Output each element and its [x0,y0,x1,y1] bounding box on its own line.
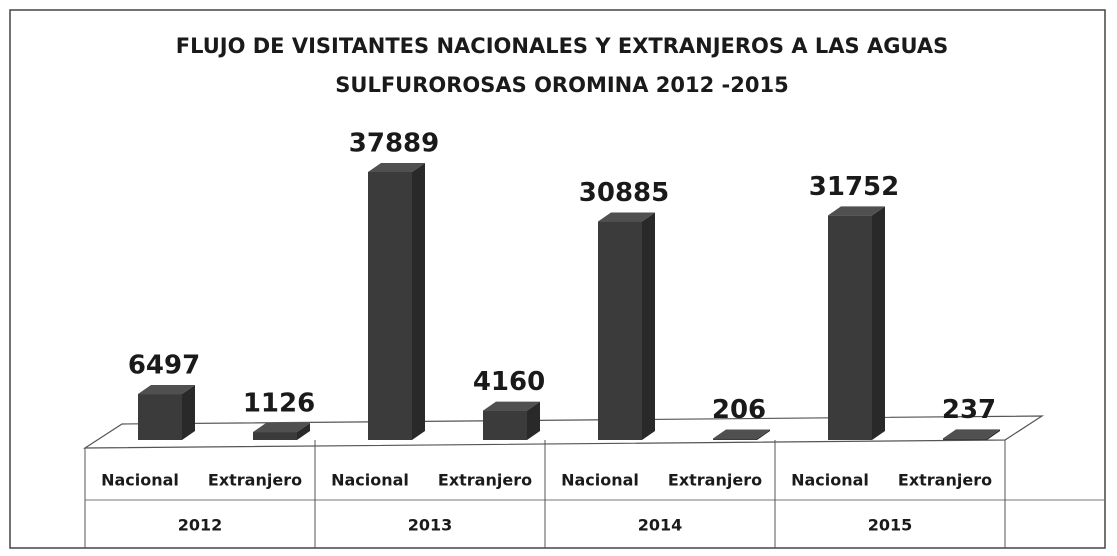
x-tick-label: Nacional [561,471,639,490]
group-label: 2012 [178,516,223,535]
value-label: 4160 [473,367,545,397]
bar [943,429,1000,440]
bar-front [483,410,527,440]
bar-top [368,163,425,172]
value-label: 6497 [128,351,200,381]
bar-front [713,438,757,440]
bar-front [598,221,642,440]
x-tick-label: Nacional [101,471,179,490]
bar-top [483,401,540,411]
bar [598,212,655,440]
bar-top [253,423,310,433]
bar-side [182,385,195,440]
value-label: 1126 [243,389,315,419]
bar-front [253,432,297,440]
x-tick-label: Nacional [791,471,869,490]
value-label: 206 [712,395,766,425]
bar-side [412,163,425,440]
group-label: 2015 [868,516,913,535]
bar-top [713,429,770,439]
floor [82,415,1045,449]
chart-title: SULFUROROSAS OROMINA 2012 -2015 [335,73,788,97]
group-label: 2013 [408,516,453,535]
value-label: 37889 [349,129,439,159]
bar-side [872,206,885,440]
x-tick-label: Extranjero [668,471,762,490]
bar-side [757,429,770,440]
bar-side [297,423,310,440]
bar-front [943,438,987,440]
x-tick-label: Extranjero [438,471,532,490]
x-tick-label: Extranjero [898,471,992,490]
value-label: 30885 [579,178,669,208]
chart-title: FLUJO DE VISITANTES NACIONALES Y EXTRANJ… [176,34,949,58]
bar-side [987,429,1000,440]
bar-front [138,394,182,440]
bar-front [828,215,872,440]
bar [483,401,540,440]
bar [368,163,425,440]
group-label: 2014 [638,516,683,535]
bar [138,385,195,440]
value-label: 237 [942,395,996,425]
bar-side [527,401,540,440]
x-tick-label: Extranjero [208,471,302,490]
bar-top [828,206,885,216]
chart-frame [9,9,1106,549]
bar-side [642,212,655,440]
bar-top [598,212,655,222]
bar [828,206,885,440]
bar [713,429,770,440]
bar-top [943,429,1000,439]
x-tick-label: Nacional [331,471,409,490]
bar-top [138,385,195,395]
bar-front [368,172,412,440]
bar [253,423,310,440]
value-label: 31752 [809,172,899,202]
